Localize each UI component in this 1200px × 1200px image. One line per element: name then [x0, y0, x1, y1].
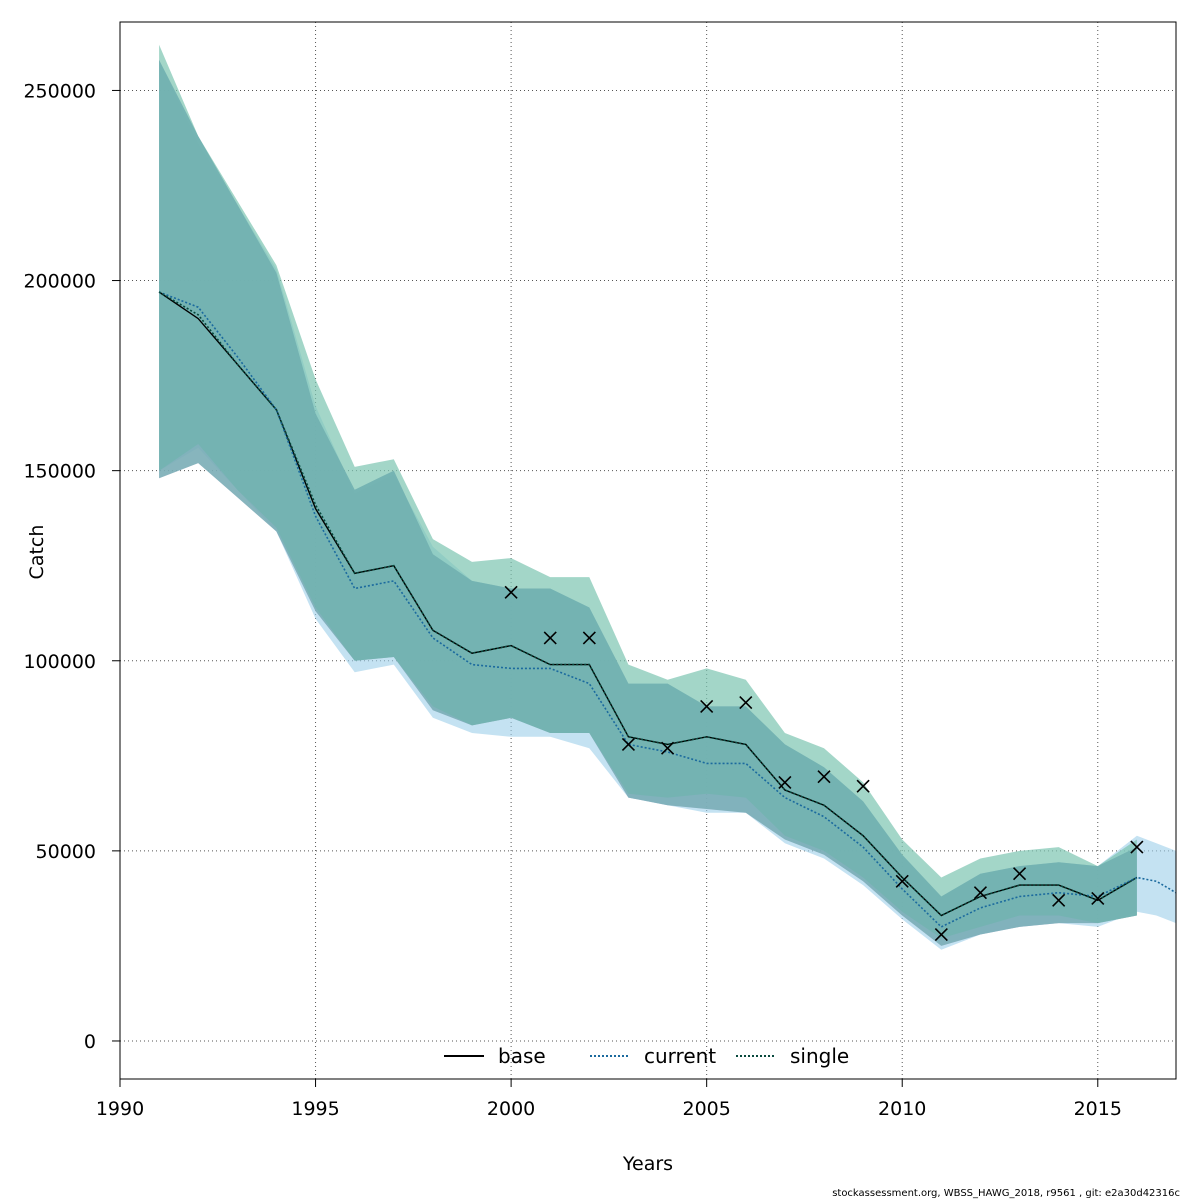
legend: base current single: [444, 1044, 849, 1068]
observation-marker: [543, 631, 557, 645]
observation-marker: [621, 737, 636, 751]
observation-marker: [582, 631, 596, 645]
observation-markers: [504, 585, 1144, 942]
y-tick-label: 200000: [23, 271, 96, 293]
x-tick-label: 2005: [682, 1098, 730, 1120]
observation-marker: [739, 696, 753, 710]
observation-marker: [1091, 891, 1105, 905]
plot-frame: [119, 21, 1177, 1080]
y-tick-label: 150000: [23, 461, 96, 483]
observation-marker: [1052, 893, 1066, 907]
y-tick-label: 0: [84, 1031, 96, 1053]
x-tick-label: 1990: [96, 1098, 144, 1120]
y-tick-label: 250000: [23, 80, 96, 102]
x-tick-label: 2015: [1074, 1098, 1122, 1120]
footer-credit: stockassessment.org, WBSS_HAWG_2018, r95…: [832, 1188, 1180, 1199]
observation-marker: [778, 775, 792, 789]
x-axis-title: Years: [622, 1153, 673, 1175]
series-line-current: [158, 291, 1177, 928]
y-axis: 0 50000 100000 150000 200000 250000: [23, 80, 120, 1053]
x-tick-label: 1995: [291, 1098, 339, 1120]
x-tick-label: 2000: [487, 1098, 535, 1120]
observation-marker: [895, 874, 909, 888]
observation-marker: [973, 886, 988, 900]
observation-marker: [700, 699, 714, 713]
observation-marker: [934, 927, 948, 942]
observation-marker: [1130, 840, 1144, 854]
series-lines: [158, 291, 1177, 928]
observation-marker: [660, 741, 675, 755]
series-line-base: [158, 291, 1138, 917]
grid-lines: [120, 22, 1176, 1079]
x-tick-label: 2010: [878, 1098, 926, 1120]
legend-label-single: single: [790, 1044, 849, 1068]
legend-label-current: current: [644, 1044, 716, 1068]
observation-marker: [1012, 867, 1027, 881]
band-overlap: [159, 60, 1137, 946]
observation-marker: [504, 585, 518, 599]
y-axis-title: Catch: [26, 525, 48, 580]
y-tick-label: 50000: [36, 841, 96, 863]
observation-marker: [817, 770, 831, 784]
observation-marker: [856, 779, 870, 793]
confidence-bands: [159, 44, 1177, 950]
legend-label-base: base: [498, 1044, 546, 1068]
y-tick-label: 100000: [23, 651, 96, 673]
series-line-single: [158, 291, 1138, 917]
x-axis: 1990 1995 2000 2005 2010 2015: [96, 1079, 1122, 1120]
